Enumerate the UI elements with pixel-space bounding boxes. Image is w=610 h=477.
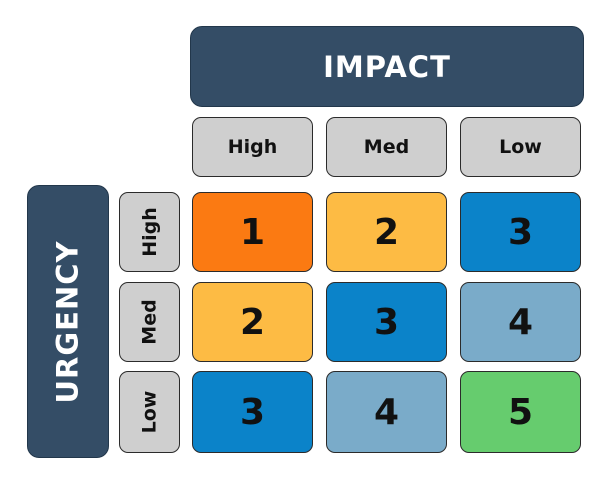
urgency-row-header-low: Low xyxy=(119,371,180,453)
priority-value: 1 xyxy=(239,211,266,253)
impact-col-label: Med xyxy=(363,136,410,158)
matrix-cell-med-low: 4 xyxy=(460,282,581,362)
urgency-row-label: High xyxy=(138,207,161,257)
matrix-cell-high-low: 3 xyxy=(460,192,581,272)
impact-header: IMPACT xyxy=(190,26,584,107)
urgency-row-header-med: Med xyxy=(119,282,180,362)
matrix-cell-high-high: 1 xyxy=(192,192,313,272)
urgency-header: URGENCY xyxy=(27,185,109,458)
priority-value: 4 xyxy=(507,301,534,343)
matrix-cell-med-med: 3 xyxy=(326,282,447,362)
priority-value: 5 xyxy=(507,391,534,433)
priority-value: 2 xyxy=(239,301,266,343)
impact-col-header-med: Med xyxy=(326,117,447,177)
impact-col-header-high: High xyxy=(192,117,313,177)
matrix-cell-low-high: 3 xyxy=(192,371,313,453)
impact-col-header-low: Low xyxy=(460,117,581,177)
matrix-cell-low-low: 5 xyxy=(460,371,581,453)
matrix-cell-high-med: 2 xyxy=(326,192,447,272)
urgency-row-header-high: High xyxy=(119,192,180,272)
matrix-cell-med-high: 2 xyxy=(192,282,313,362)
priority-value: 3 xyxy=(373,301,400,343)
priority-value: 3 xyxy=(507,211,534,253)
urgency-label: URGENCY xyxy=(51,239,86,404)
urgency-row-label: Med xyxy=(138,299,161,345)
priority-value: 2 xyxy=(373,211,400,253)
impact-label: IMPACT xyxy=(323,49,451,84)
impact-col-label: High xyxy=(227,136,278,158)
impact-col-label: Low xyxy=(499,136,542,158)
matrix-cell-low-med: 4 xyxy=(326,371,447,453)
priority-value: 4 xyxy=(373,391,400,433)
urgency-row-label: Low xyxy=(138,390,161,434)
priority-value: 3 xyxy=(239,391,266,433)
